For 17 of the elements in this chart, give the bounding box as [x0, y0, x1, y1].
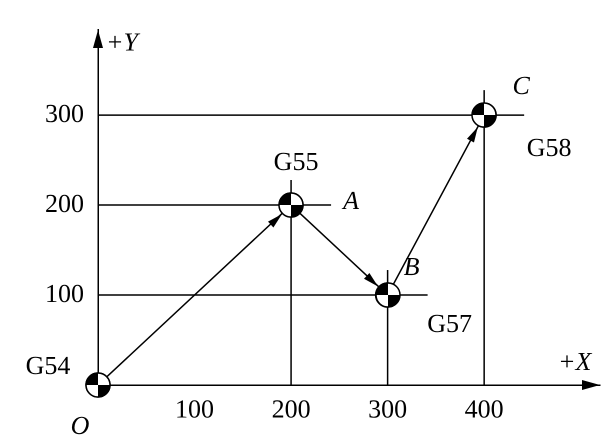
annotation: C [512, 70, 530, 100]
y-tick-label: 200 [45, 188, 84, 218]
annotation: G57 [427, 308, 472, 338]
y-tick-label: 100 [45, 278, 84, 308]
annotation: A [341, 186, 360, 215]
y-axis-title: +Y [106, 27, 141, 56]
annotation: G58 [526, 132, 572, 162]
annotation: O [70, 410, 90, 440]
x-tick-label: 200 [272, 394, 311, 424]
x-tick-label: 400 [464, 394, 504, 424]
y-tick-label: 300 [45, 98, 84, 128]
x-tick-label: 100 [175, 394, 214, 424]
x-tick-label: 300 [368, 394, 408, 424]
annotation: G55 [274, 146, 318, 176]
annotation: G54 [26, 350, 70, 380]
annotation: B [404, 252, 420, 281]
x-axis-title: +X [558, 346, 593, 376]
